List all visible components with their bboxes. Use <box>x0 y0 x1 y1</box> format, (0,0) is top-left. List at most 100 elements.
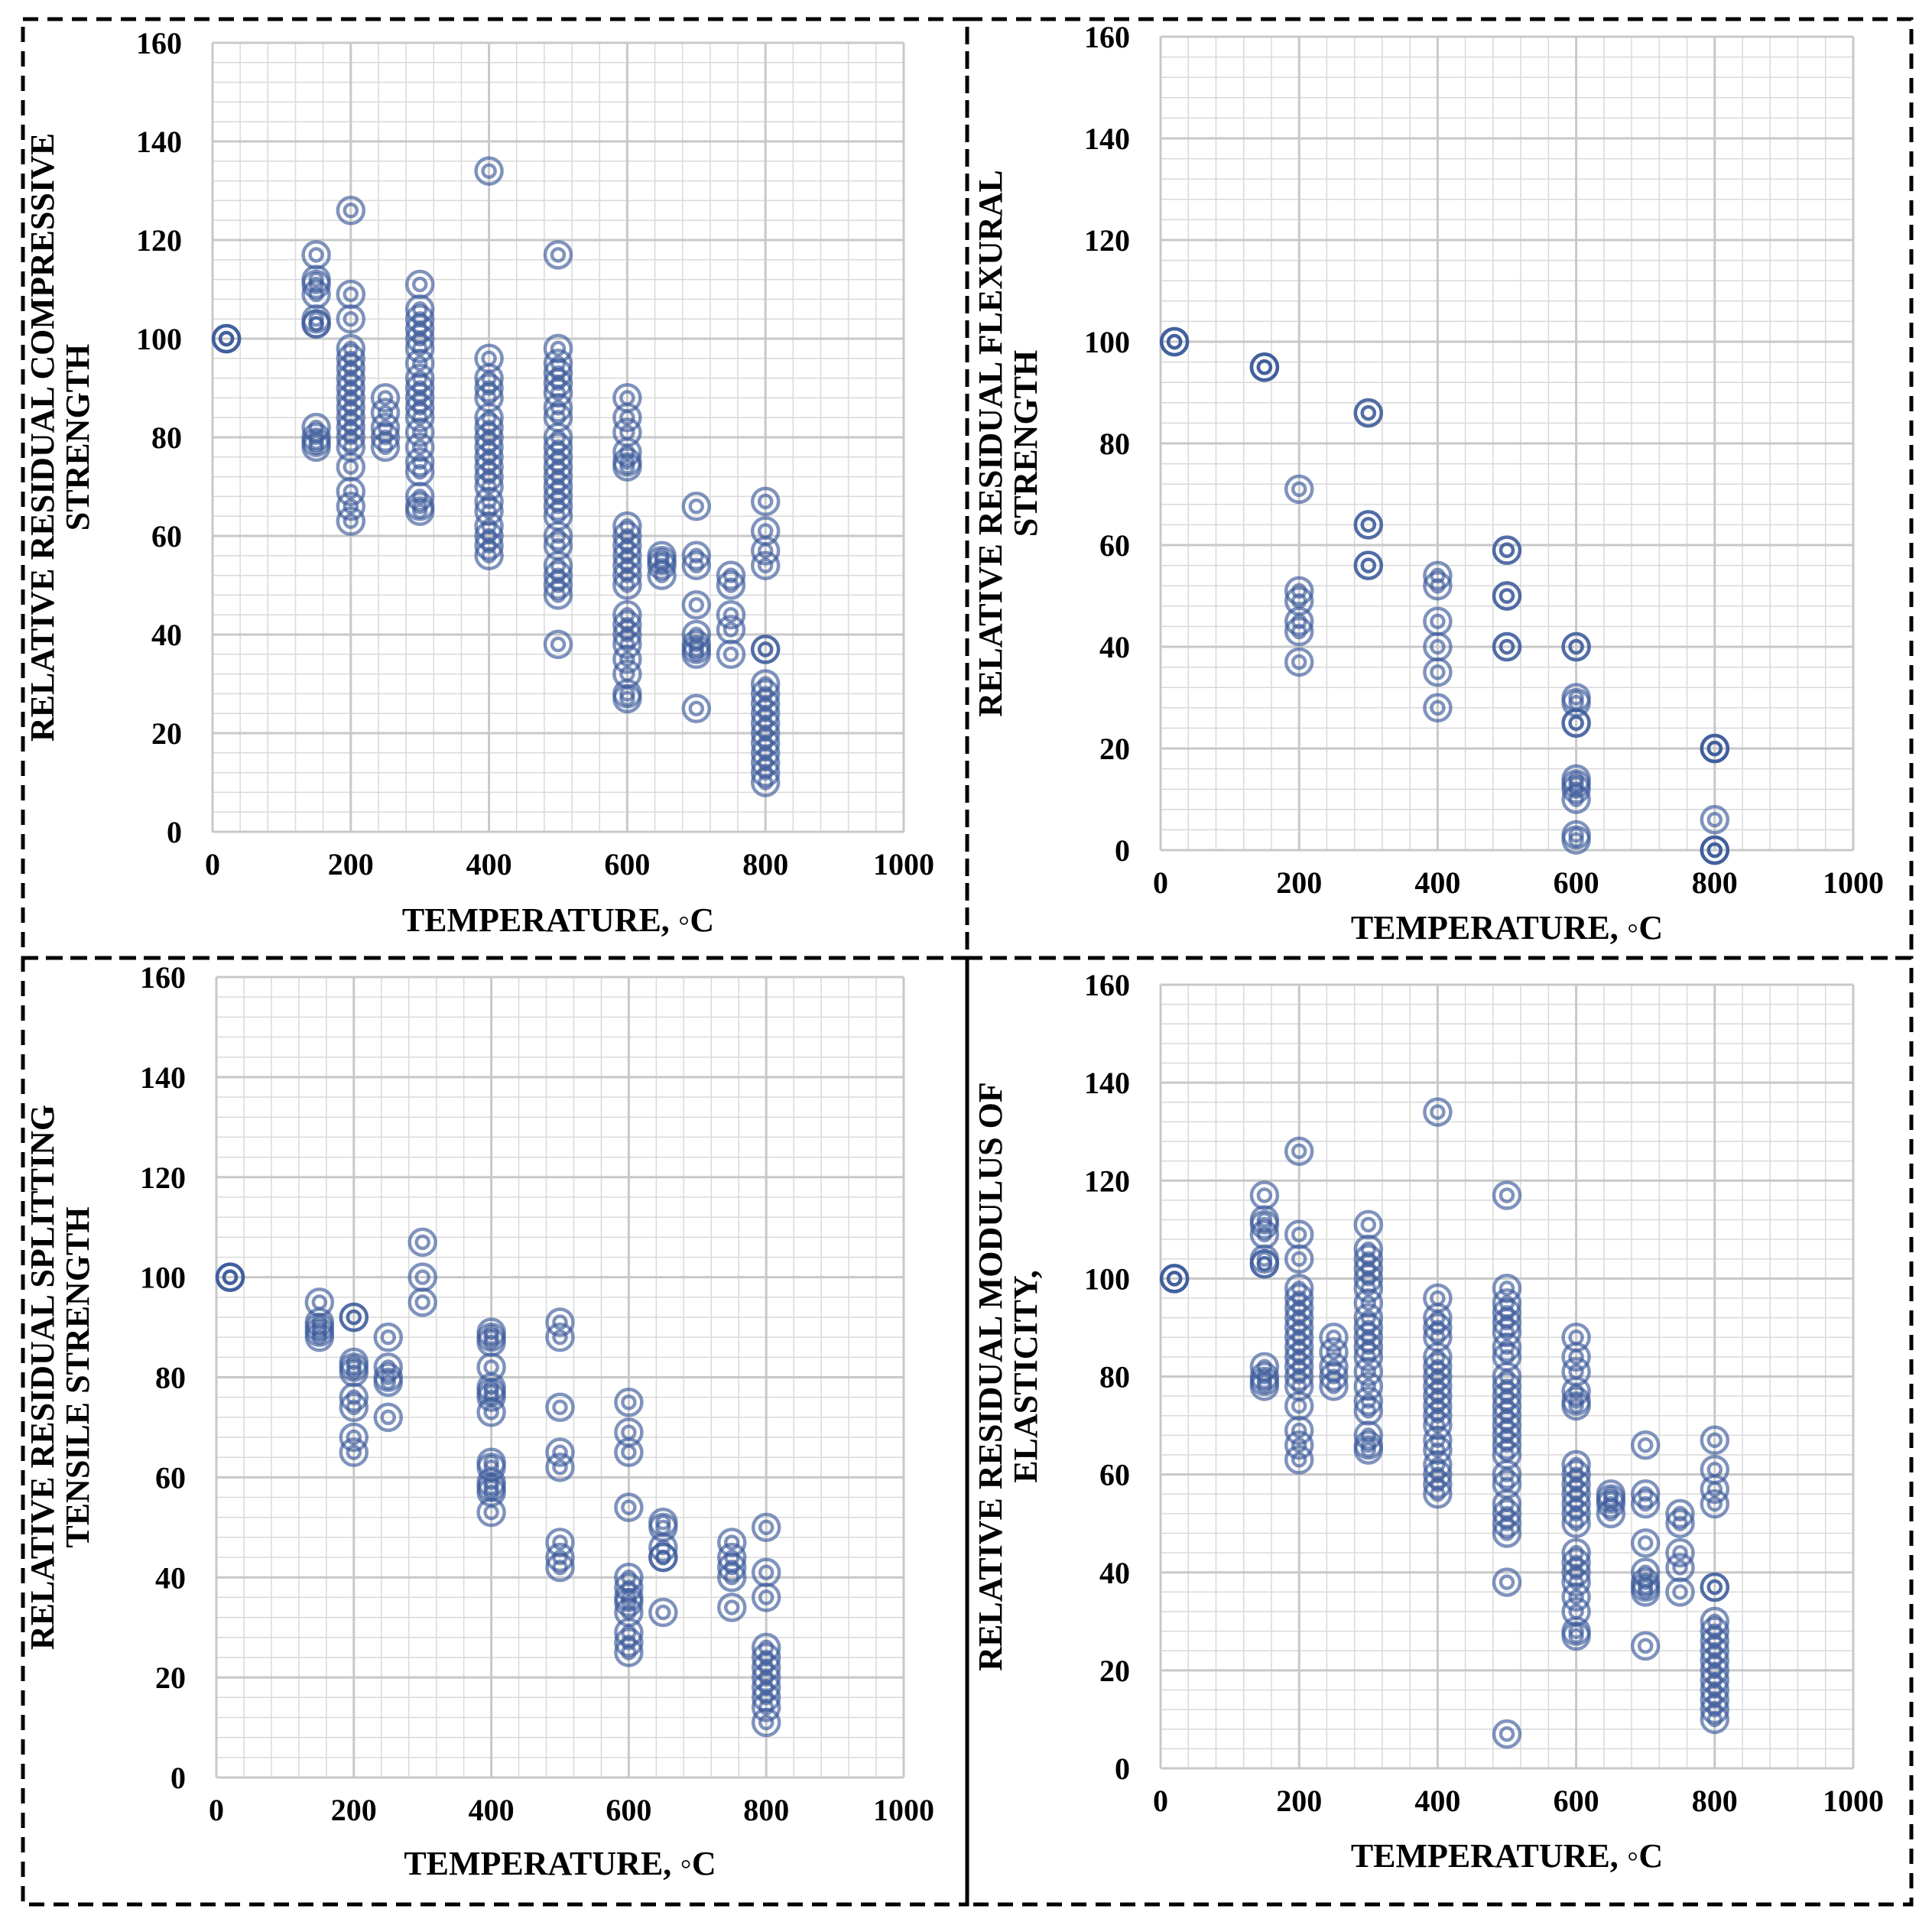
data-point <box>545 1453 575 1482</box>
data-point <box>1492 1719 1522 1749</box>
grid <box>1159 35 1855 852</box>
data-point <box>1319 1323 1349 1352</box>
y-tick-label: 100 <box>140 1261 186 1295</box>
x-tick-label: 0 <box>209 1793 224 1827</box>
y-tick-label: 140 <box>136 125 182 159</box>
data-point <box>301 309 331 339</box>
data-point <box>336 476 366 507</box>
data-point <box>1561 1391 1591 1421</box>
y-tick-label: 60 <box>155 1460 186 1495</box>
x-tick-label: 1000 <box>873 1793 934 1827</box>
data-point <box>474 156 504 186</box>
data-point <box>612 570 642 600</box>
x-tick-label: 0 <box>205 847 220 881</box>
y-axis-title-line: RELATIVE RESIDUAL FLEXURAL <box>972 170 1009 717</box>
panel-frame <box>21 956 969 1907</box>
x-tick-label: 800 <box>1692 1784 1738 1818</box>
x-tick-label: 600 <box>1554 1784 1599 1818</box>
data-point <box>304 1322 335 1352</box>
y-axis-title-line: RELATIVE RESIDUAL SPLITTING <box>24 1105 61 1650</box>
y-tick-label: 120 <box>140 1161 186 1195</box>
data-point <box>408 1227 437 1258</box>
data-point <box>716 570 746 600</box>
data-point <box>1284 647 1314 677</box>
data-point <box>1492 631 1522 662</box>
data-point <box>647 560 677 590</box>
data-point <box>339 1437 369 1467</box>
data-point <box>545 1307 575 1337</box>
y-tick-label: 160 <box>140 960 186 995</box>
y-tick-label: 80 <box>151 420 182 455</box>
y-axis-title-line: TENSILE STRENGTH <box>59 1206 96 1547</box>
x-tick-label: 800 <box>1692 865 1738 900</box>
series-points <box>1159 1097 1730 1749</box>
data-point <box>1665 1508 1695 1538</box>
data-point <box>408 1287 437 1317</box>
grid <box>215 976 905 1779</box>
data-point <box>1700 804 1730 835</box>
y-axis-title-line: STRENGTH <box>1007 350 1044 537</box>
data-point <box>612 402 642 433</box>
data-point <box>543 240 573 270</box>
data-point <box>681 693 712 723</box>
data-point <box>751 1512 781 1543</box>
x-axis-title: TEMPERATURE, ◦C <box>402 901 714 939</box>
data-point <box>1353 1356 1384 1387</box>
data-point <box>1561 1342 1591 1372</box>
data-point <box>751 1693 781 1722</box>
data-point <box>750 536 781 566</box>
data-point <box>1700 1572 1730 1602</box>
panel-frames <box>21 17 1914 1907</box>
data-point <box>373 1402 403 1433</box>
data-point <box>1492 535 1522 565</box>
data-point <box>1284 616 1314 647</box>
data-point <box>716 639 746 670</box>
data-point <box>1423 1479 1453 1509</box>
chart-flexural: 0 200 400 600 800 1000 0 20 40 60 80 100 120 140 160 TE… <box>972 20 1884 946</box>
y-tick-label: 140 <box>1084 1066 1130 1100</box>
y-tick-label: 20 <box>151 716 182 751</box>
data-point <box>1700 1474 1730 1505</box>
data-point <box>751 1583 781 1612</box>
data-point <box>612 629 642 660</box>
data-point <box>373 1322 403 1352</box>
data-point <box>750 635 781 664</box>
data-point <box>612 683 642 714</box>
series-points <box>215 1227 781 1738</box>
y-tick-label: 0 <box>170 1761 186 1795</box>
x-axis-title: TEMPERATURE, ◦C <box>1351 1837 1663 1875</box>
data-point <box>545 1552 575 1583</box>
data-point <box>1630 1577 1661 1607</box>
data-point <box>1353 550 1384 580</box>
data-point <box>1561 1621 1591 1651</box>
data-point <box>336 196 366 226</box>
x-tick-label: 400 <box>469 1793 515 1827</box>
y-tick-label: 80 <box>155 1361 186 1395</box>
data-point <box>339 1392 369 1423</box>
data-point <box>648 1542 678 1573</box>
data-point <box>545 1392 575 1423</box>
data-point <box>717 1563 747 1592</box>
y-axis-title-line: RELATIVE RESIDUAL COMPRESSIVE <box>24 133 61 742</box>
x-tick-label: 600 <box>606 1793 651 1827</box>
data-point <box>1492 581 1522 611</box>
x-axis-title: TEMPERATURE, ◦C <box>1351 909 1663 946</box>
x-tick-label: 200 <box>1276 865 1322 900</box>
data-point <box>336 506 366 536</box>
data-point <box>1700 733 1730 764</box>
series-points <box>211 156 781 797</box>
data-point <box>339 1422 369 1453</box>
y-tick-label: 160 <box>136 26 182 60</box>
data-point <box>750 486 781 517</box>
y-tick-label: 80 <box>1099 1360 1130 1394</box>
data-point <box>1284 1430 1314 1460</box>
data-point <box>1353 1273 1384 1304</box>
data-point <box>301 432 331 463</box>
data-point <box>1561 784 1591 814</box>
data-point <box>614 1492 644 1522</box>
data-point <box>370 383 401 413</box>
data-point <box>336 492 366 521</box>
data-point <box>1665 1537 1695 1568</box>
data-point <box>681 550 712 580</box>
data-point <box>543 629 573 660</box>
